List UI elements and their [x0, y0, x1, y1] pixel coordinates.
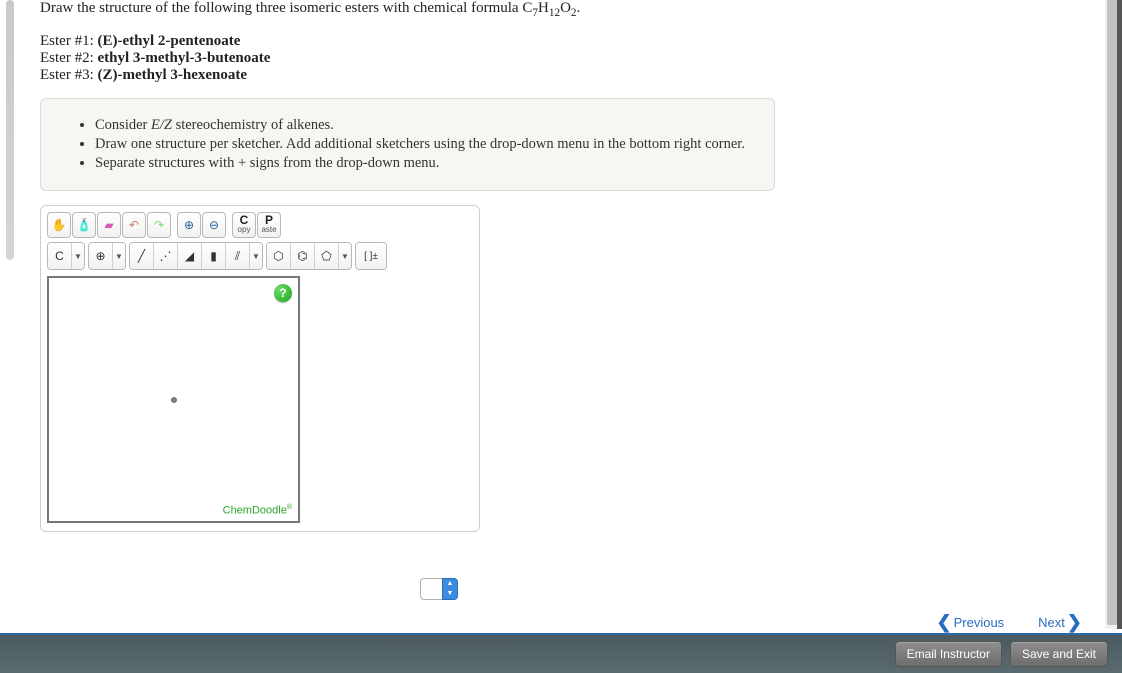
chemdoodle-watermark: ChemDoodle® [223, 504, 292, 517]
help-button[interactable]: ? [274, 284, 292, 302]
ring-dropdown[interactable]: ▼ [339, 243, 351, 269]
stepper-field[interactable] [420, 578, 442, 600]
instruction-item: Separate structures with + signs from th… [95, 155, 752, 172]
save-and-exit-button[interactable]: Save and Exit [1010, 641, 1108, 667]
eraser-tool-button[interactable]: ▰ [97, 212, 121, 238]
question-prompt: Draw the structure of the following thre… [40, 0, 1080, 19]
element-button[interactable]: C [48, 243, 72, 269]
zoom-in-icon: ⊕ [184, 216, 194, 234]
charge-button[interactable]: ⊕ [89, 243, 113, 269]
copy-button[interactable]: Copy [232, 212, 256, 238]
stepper-controls[interactable]: ▲▼ [442, 578, 458, 600]
chevron-right-icon: ❯ [1067, 612, 1082, 633]
zoom-in-button[interactable]: ⊕ [177, 212, 201, 238]
clear-tool-button[interactable]: 🧴 [72, 212, 96, 238]
redo-icon: ↷ [154, 216, 164, 234]
chemdoodle-sketcher: ✋ 🧴 ▰ ↶ ↷ ⊕ ⊖ Copy Paste C ▼ ⊕ ▼ [40, 205, 480, 532]
chemical-formula: C7H12O2 [522, 0, 576, 16]
ester-item: Ester #1: (E)-ethyl 2-pentenoate [40, 33, 1080, 50]
charge-dropdown[interactable]: ▼ [113, 243, 125, 269]
canvas-start-dot [171, 397, 177, 403]
previous-link[interactable]: ❮Previous [937, 612, 1005, 633]
stepper-up-icon: ▲ [443, 579, 457, 589]
next-link[interactable]: Next❯ [1038, 612, 1082, 633]
hand-icon: ✋ [52, 216, 67, 234]
wedge-bond-button[interactable]: ◢ [178, 243, 202, 269]
dotted-bond-button[interactable]: ⋰ [154, 243, 178, 269]
prompt-text: Draw the structure of the following thre… [40, 0, 522, 16]
hexagon-ring-button[interactable]: ⬡ [267, 243, 291, 269]
spray-icon: 🧴 [77, 216, 92, 234]
right-scrollbar[interactable] [1105, 0, 1122, 629]
single-bond-button[interactable]: ╱ [130, 243, 154, 269]
eraser-icon: ▰ [104, 216, 114, 234]
element-dropdown[interactable]: ▼ [72, 243, 84, 269]
ester-item: Ester #2: ethyl 3-methyl-3-butenoate [40, 50, 1080, 67]
benzene-ring-button[interactable]: ⌬ [291, 243, 315, 269]
toolbar-row-1: ✋ 🧴 ▰ ↶ ↷ ⊕ ⊖ Copy Paste [47, 212, 473, 238]
undo-button[interactable]: ↶ [122, 212, 146, 238]
email-instructor-button[interactable]: Email Instructor [895, 641, 1002, 667]
instruction-item: Consider E/Z stereochemistry of alkenes. [95, 117, 752, 134]
toolbar-row-2: C ▼ ⊕ ▼ ╱ ⋰ ◢ ▮ ⫽ ▼ ⬡ ⌬ ⬠ [47, 242, 473, 270]
instruction-item: Draw one structure per sketcher. Add add… [95, 136, 752, 153]
ester-item: Ester #3: (Z)-methyl 3-hexenoate [40, 67, 1080, 84]
ester-list: Ester #1: (E)-ethyl 2-pentenoate Ester #… [40, 33, 1080, 84]
left-scroll-hint [6, 0, 14, 260]
zoom-out-icon: ⊖ [209, 216, 219, 234]
undo-icon: ↶ [129, 216, 139, 234]
footer-bar: Email Instructor Save and Exit [0, 633, 1122, 673]
nav-row: ❮Previous Next❯ [937, 612, 1083, 633]
double-bond-button[interactable]: ⫽ [226, 243, 250, 269]
zoom-out-button[interactable]: ⊖ [202, 212, 226, 238]
bold-bond-button[interactable]: ▮ [202, 243, 226, 269]
instructions-box: Consider E/Z stereochemistry of alkenes.… [40, 98, 775, 191]
stepper-down-icon: ▼ [443, 589, 457, 599]
paste-button[interactable]: Paste [257, 212, 281, 238]
redo-button[interactable]: ↷ [147, 212, 171, 238]
sketcher-count-stepper[interactable]: ▲▼ [420, 578, 458, 600]
pentagon-ring-button[interactable]: ⬠ [315, 243, 339, 269]
bond-dropdown[interactable]: ▼ [250, 243, 262, 269]
bracket-button[interactable]: [ ]± [356, 243, 386, 269]
hand-tool-button[interactable]: ✋ [47, 212, 71, 238]
drawing-canvas[interactable]: ? ChemDoodle® [47, 276, 300, 523]
chevron-left-icon: ❮ [937, 612, 952, 633]
